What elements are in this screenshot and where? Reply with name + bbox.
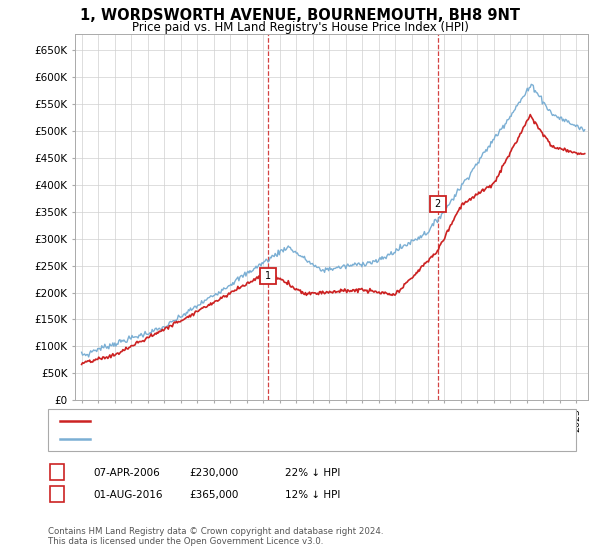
Text: 2: 2 xyxy=(434,198,440,208)
Text: 1: 1 xyxy=(265,272,271,281)
Text: Price paid vs. HM Land Registry's House Price Index (HPI): Price paid vs. HM Land Registry's House … xyxy=(131,21,469,34)
Text: Contains HM Land Registry data © Crown copyright and database right 2024.
This d: Contains HM Land Registry data © Crown c… xyxy=(48,526,383,546)
Text: 1, WORDSWORTH AVENUE, BOURNEMOUTH, BH8 9NT (detached house): 1, WORDSWORTH AVENUE, BOURNEMOUTH, BH8 9… xyxy=(93,416,452,426)
Text: 1: 1 xyxy=(53,468,61,478)
Text: 2: 2 xyxy=(53,490,61,500)
Text: £230,000: £230,000 xyxy=(189,468,238,478)
Text: 07-APR-2006: 07-APR-2006 xyxy=(93,468,160,478)
Text: £365,000: £365,000 xyxy=(189,490,238,500)
Text: HPI: Average price, detached house, Bournemouth Christchurch and Poole: HPI: Average price, detached house, Bour… xyxy=(93,434,464,444)
Text: 22% ↓ HPI: 22% ↓ HPI xyxy=(285,468,340,478)
Text: 12% ↓ HPI: 12% ↓ HPI xyxy=(285,490,340,500)
Text: 01-AUG-2016: 01-AUG-2016 xyxy=(93,490,163,500)
Text: 1, WORDSWORTH AVENUE, BOURNEMOUTH, BH8 9NT: 1, WORDSWORTH AVENUE, BOURNEMOUTH, BH8 9… xyxy=(80,8,520,24)
